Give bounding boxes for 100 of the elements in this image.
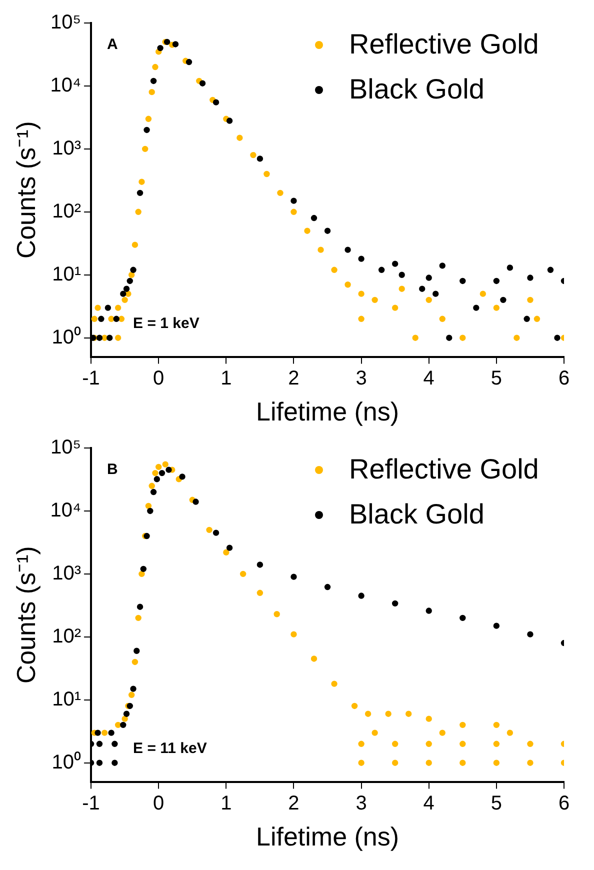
point	[128, 692, 135, 698]
point	[304, 228, 310, 234]
x-tick-label: 3	[356, 367, 367, 390]
point	[114, 722, 122, 728]
legend-label: Reflective Gold	[349, 28, 539, 60]
legend-label: Black Gold	[349, 498, 484, 530]
point	[419, 286, 426, 292]
x-tick-label: 4	[423, 367, 434, 390]
point	[324, 584, 331, 590]
point	[554, 334, 560, 341]
point	[172, 41, 179, 48]
point	[145, 502, 152, 510]
point	[91, 316, 98, 322]
point	[108, 316, 114, 322]
x-tick-label: 6	[558, 367, 570, 390]
point	[460, 722, 466, 728]
x-tick-label: -1	[82, 792, 100, 814]
point	[547, 266, 554, 273]
x-axis-title: Lifetime (ns)	[256, 396, 400, 427]
point	[135, 614, 142, 622]
point	[412, 334, 418, 341]
point	[372, 730, 378, 736]
point	[134, 648, 140, 654]
point	[114, 334, 122, 341]
point	[392, 260, 398, 267]
legend-label: Reflective Gold	[349, 454, 539, 485]
point	[108, 730, 114, 736]
point	[524, 316, 530, 322]
point	[156, 464, 162, 470]
point	[122, 716, 128, 722]
point	[439, 262, 446, 269]
point	[290, 631, 297, 638]
x-tick-label: 1	[220, 367, 232, 390]
point	[186, 58, 192, 66]
point	[506, 264, 514, 271]
y-tick-label: 10³	[52, 562, 82, 584]
point	[480, 290, 486, 297]
point	[439, 730, 446, 736]
point	[290, 574, 297, 580]
point	[250, 152, 256, 158]
point	[460, 614, 466, 622]
point	[212, 530, 220, 536]
point	[514, 334, 520, 341]
point	[460, 334, 466, 341]
point	[398, 272, 405, 278]
point	[154, 476, 160, 482]
x-tick-label: 1	[220, 792, 232, 814]
point	[358, 290, 364, 297]
point	[493, 722, 500, 728]
point	[398, 286, 405, 292]
y-axis-title: Counts (s⁻¹)	[10, 121, 41, 259]
y-tick-label: 10⁵	[50, 436, 82, 459]
point	[150, 78, 157, 84]
point	[223, 549, 230, 556]
x-tick-label: 6	[558, 792, 570, 814]
point	[113, 316, 120, 322]
point	[152, 470, 158, 476]
point	[406, 710, 412, 717]
point	[104, 304, 112, 311]
point	[98, 316, 104, 322]
point	[166, 466, 172, 473]
y-tick-label: 10²	[52, 200, 82, 222]
point	[500, 296, 506, 304]
annotation: A	[107, 36, 118, 54]
point	[256, 156, 264, 162]
x-tick-label: -1	[82, 367, 100, 390]
point	[527, 296, 534, 304]
point	[358, 316, 364, 322]
point	[493, 760, 500, 766]
point	[147, 508, 154, 514]
point	[358, 740, 364, 747]
point	[274, 611, 280, 618]
point	[460, 760, 466, 766]
point	[264, 170, 270, 178]
point	[142, 146, 148, 152]
point	[158, 470, 166, 476]
point	[493, 278, 500, 284]
point	[240, 570, 246, 578]
point	[493, 304, 500, 311]
point	[392, 304, 398, 311]
point	[150, 488, 157, 496]
point	[426, 740, 432, 747]
point	[106, 334, 113, 341]
x-tick-label: 0	[153, 792, 164, 814]
point	[385, 710, 392, 717]
point	[120, 722, 126, 728]
y-tick-label: 10⁰	[52, 750, 82, 774]
point	[206, 526, 212, 534]
point	[123, 710, 130, 717]
point	[96, 740, 103, 747]
y-tick-label: 10¹	[52, 688, 82, 710]
point	[358, 256, 364, 262]
point	[179, 474, 186, 480]
point	[426, 274, 432, 281]
x-tick-label: 5	[490, 792, 502, 814]
point	[236, 134, 243, 141]
point	[290, 198, 297, 204]
point	[310, 214, 318, 222]
point	[144, 126, 150, 134]
point	[199, 80, 206, 86]
